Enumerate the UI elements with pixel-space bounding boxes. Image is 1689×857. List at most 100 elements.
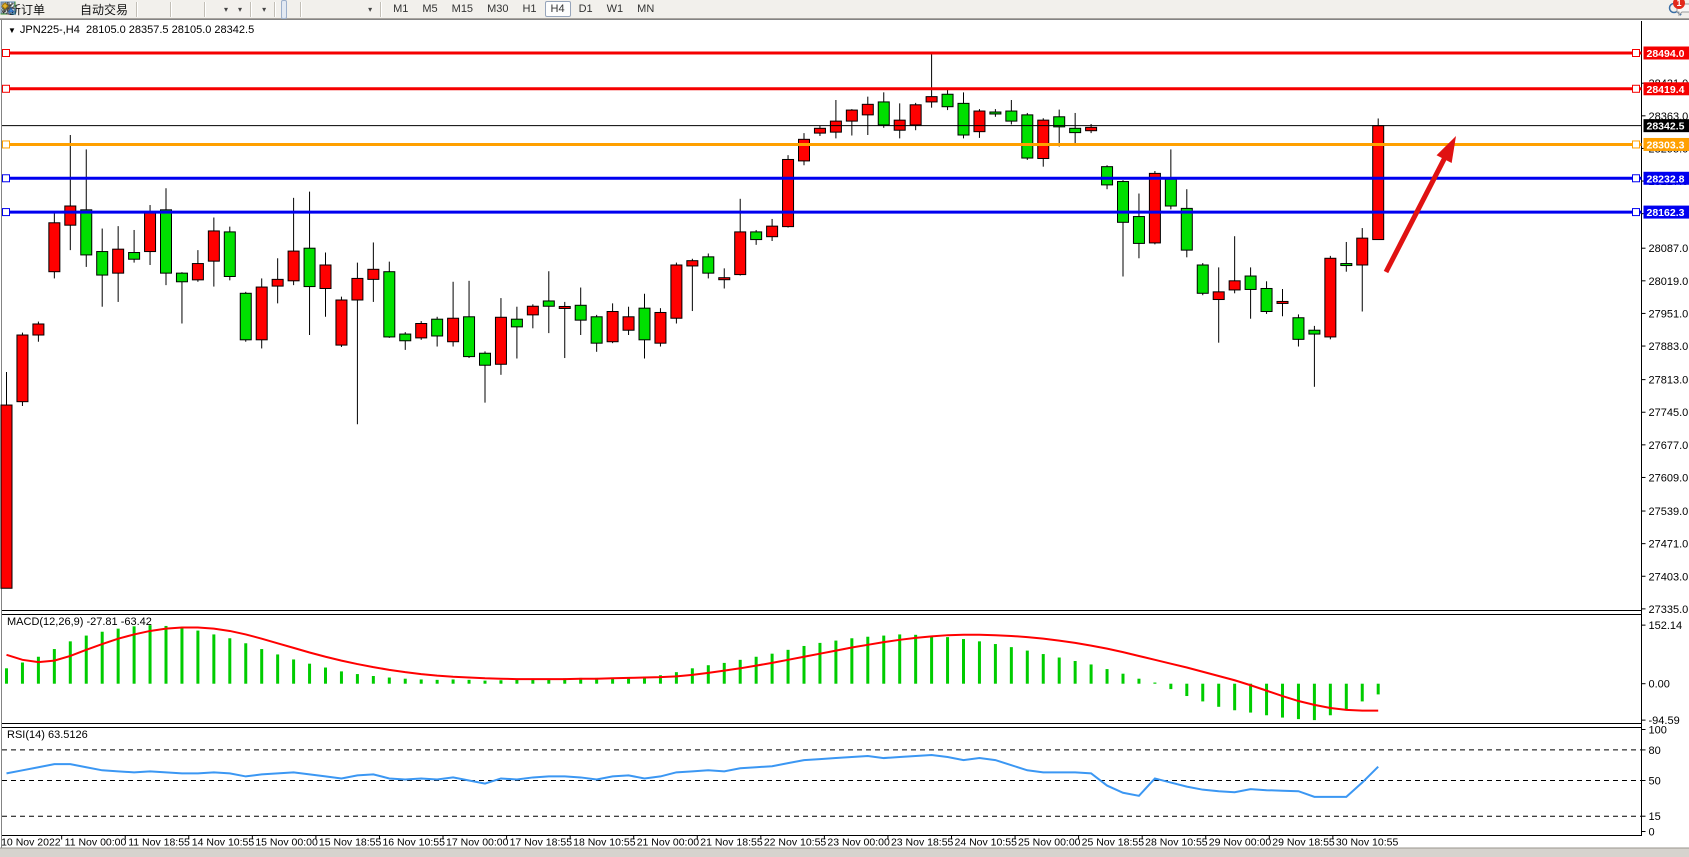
candle-body <box>734 231 747 276</box>
time-tick-label: 22 Nov 10:55 <box>764 837 827 849</box>
candle-body <box>574 304 587 321</box>
candle-body <box>973 110 986 133</box>
timeframe-button-h4[interactable]: H4 <box>544 1 571 17</box>
trend-arrow-head[interactable] <box>1436 136 1456 164</box>
price-tag-label: 28303.3 <box>1647 139 1685 151</box>
price-tag-label: 28232.8 <box>1647 173 1685 185</box>
candle-body <box>463 316 476 358</box>
candle-body <box>112 248 125 274</box>
candle-body <box>239 292 252 341</box>
price-tag-label: 28494.0 <box>1647 48 1685 60</box>
timeframe-button-d1[interactable]: D1 <box>578 3 593 15</box>
candle-body <box>750 231 763 241</box>
bottom-scrollbar-strip <box>0 848 1689 857</box>
timeframe-button-m1[interactable]: M1 <box>393 3 409 15</box>
time-tick-label: 14 Nov 10:55 <box>192 837 255 849</box>
trendline-button[interactable] <box>2 0 329 19</box>
macd-scale-label: 0.00 <box>1649 679 1670 691</box>
candle-body <box>303 247 316 288</box>
label-button[interactable]: T <box>1 0 361 19</box>
candle-body <box>590 316 603 344</box>
candle-body <box>1276 300 1289 304</box>
price-tick-label: 27403.0 <box>1649 571 1689 583</box>
candle-body <box>638 307 651 341</box>
time-tick-label: 18 Nov 10:55 <box>573 837 636 849</box>
notification-badge: 1 <box>1673 0 1685 9</box>
candle-body <box>702 256 715 274</box>
candle-body <box>1340 263 1353 267</box>
candle-body <box>1037 119 1050 160</box>
candle-body <box>335 299 348 346</box>
candle-body <box>1069 127 1082 134</box>
line-handle[interactable] <box>1632 140 1640 149</box>
line-handle[interactable] <box>1632 49 1640 57</box>
line-handle[interactable] <box>2 174 10 183</box>
line-handle[interactable] <box>1632 84 1640 93</box>
rsi-scale-label: 80 <box>1649 745 1661 757</box>
candle-body <box>64 205 77 226</box>
candle-body <box>96 251 109 276</box>
line-handle[interactable] <box>2 208 10 217</box>
time-tick-label: 24 Nov 10:55 <box>955 837 1018 849</box>
candle-body <box>287 250 300 282</box>
candle-body <box>989 111 1002 115</box>
time-tick-label: 25 Nov 00:00 <box>1018 837 1081 849</box>
candle-body <box>494 316 507 365</box>
time-tick-label: 17 Nov 00:00 <box>446 837 509 849</box>
time-tick-label: 10 Nov 2022 <box>1 837 61 849</box>
toolbar-separator <box>274 1 277 17</box>
candle-body <box>160 209 172 274</box>
macd-signal-line <box>6 626 1379 712</box>
trend-arrow-shaft[interactable] <box>1383 154 1449 274</box>
price-tick-label: 27813.0 <box>1649 375 1689 387</box>
line-handle[interactable] <box>2 84 10 93</box>
candle-body <box>686 260 699 267</box>
text-button[interactable]: A <box>4 0 353 19</box>
time-tick-label: 21 Nov 18:55 <box>700 837 763 849</box>
price-tick-label: 27745.0 <box>1649 407 1689 419</box>
line-handle[interactable] <box>1632 208 1640 217</box>
price-tick-label: 27471.0 <box>1649 539 1689 551</box>
timeframe-button-m5[interactable]: M5 <box>422 3 438 15</box>
symbol-dropdown-icon[interactable]: ▼ <box>8 26 16 35</box>
candle-body <box>223 231 236 278</box>
candle-body <box>1164 178 1177 207</box>
toolbar: 新订单 自动交易 ▾ ▾ ▾ E F A T ▾ M1 M5 M15 M30 H1 H4 D1 W1 MN 1 <box>0 0 1689 19</box>
rsi-line <box>6 753 1379 798</box>
candle-body <box>1228 280 1241 291</box>
line-handle[interactable] <box>2 140 10 149</box>
line-handle[interactable] <box>1632 174 1640 183</box>
candle-body <box>1085 126 1098 132</box>
price-tag <box>1643 82 1689 96</box>
candle-body <box>351 277 364 301</box>
timeframe-button-h1[interactable]: H1 <box>522 3 537 15</box>
line-handle[interactable] <box>2 49 10 57</box>
candle-body <box>925 96 938 103</box>
timeframe-button-w1[interactable]: W1 <box>606 3 624 15</box>
candle-body <box>1196 264 1209 294</box>
candle-body <box>399 333 412 342</box>
candle-body <box>175 272 188 283</box>
time-tick-label: 23 Nov 18:55 <box>891 837 954 849</box>
timeframe-button-m15[interactable]: M15 <box>451 3 474 15</box>
candle-body <box>1132 216 1145 244</box>
candle-body <box>479 352 491 366</box>
chat-button[interactable]: 1 <box>1673 0 1689 19</box>
shapes-button[interactable]: ▾ <box>1 0 375 19</box>
candle-body <box>877 101 890 126</box>
candle-body <box>1324 257 1337 338</box>
timeframe-button-m30[interactable]: M30 <box>487 3 509 15</box>
candle-body <box>319 264 332 289</box>
macd-indicator-label: MACD(12,26,9) -27.81 -63.42 <box>7 616 152 628</box>
candle-body <box>383 271 396 338</box>
candle-body <box>1244 275 1257 290</box>
candle-body <box>861 103 874 116</box>
timeframe-button-mn[interactable]: MN <box>637 3 655 15</box>
candle-body <box>909 104 922 126</box>
price-tag-label: 28162.3 <box>1647 207 1685 219</box>
time-tick-label: 15 Nov 18:55 <box>319 837 382 849</box>
candle-body <box>957 102 970 136</box>
candle-body <box>48 222 61 273</box>
macd-scale-label: 152.14 <box>1649 620 1683 632</box>
